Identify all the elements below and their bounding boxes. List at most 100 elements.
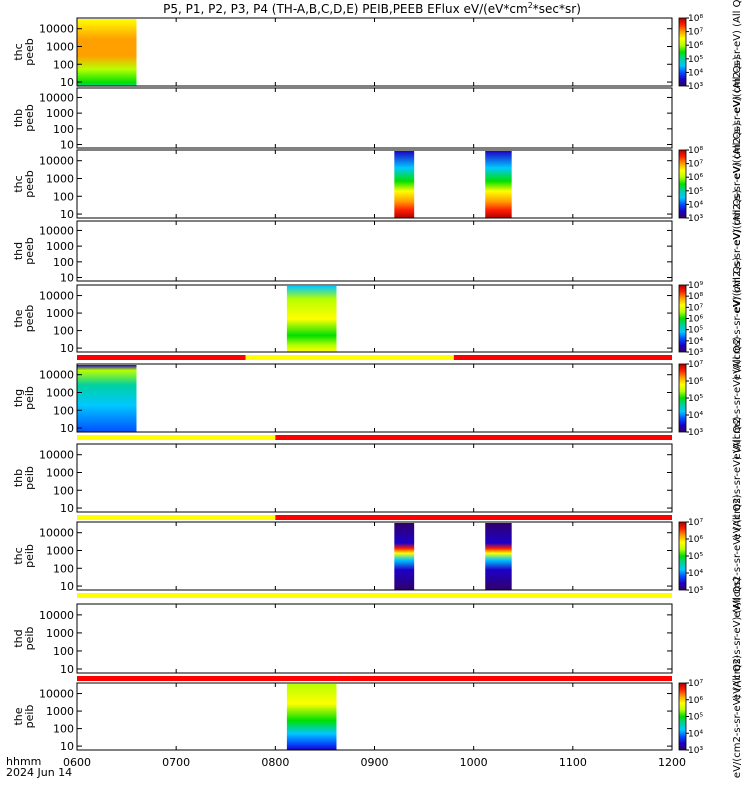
y-axis-label: thdpeib bbox=[12, 627, 36, 651]
y-tick-label: 1000 bbox=[46, 307, 74, 320]
colorbar-tick-label: 10⁴ bbox=[688, 569, 703, 579]
colorbar-tick-label: 10⁵ bbox=[688, 187, 703, 197]
colorbar-tick-label: 10⁵ bbox=[688, 55, 703, 65]
colorbar-tick-label: 10³ bbox=[688, 82, 703, 92]
x-tick-label: 0900 bbox=[361, 756, 389, 769]
plot-title: P5, P1, P2, P3, P4 (TH-A,B,C,D,E) PEIB,P… bbox=[163, 1, 581, 16]
colorbar-tick-label: 10⁶ bbox=[688, 696, 703, 706]
colorbar bbox=[678, 284, 687, 353]
y-tick-label: 10 bbox=[60, 342, 74, 355]
colorbar-tick-label: 10⁶ bbox=[688, 535, 703, 545]
y-axis-label-line: peeb bbox=[23, 38, 36, 66]
y-tick-label: 10000 bbox=[39, 290, 74, 303]
flag-bar-segment bbox=[77, 593, 672, 598]
y-axis-label-line: thg bbox=[12, 389, 25, 407]
y-axis-label: thbpeeb bbox=[12, 104, 36, 132]
colorbar-tick-label: 10⁷ bbox=[688, 679, 703, 689]
x-tick-label: 0600 bbox=[63, 756, 91, 769]
y-tick-label: 10000 bbox=[39, 527, 74, 540]
colorbar-tick-label: 10³ bbox=[688, 348, 703, 358]
title-superscript: 2 bbox=[528, 1, 533, 10]
x-tick-label: 0700 bbox=[162, 756, 190, 769]
y-axis-label: thcpeib bbox=[12, 544, 36, 568]
y-tick-label: 1000 bbox=[46, 40, 74, 53]
colorbar bbox=[678, 521, 687, 591]
y-tick-label: 10 bbox=[60, 740, 74, 753]
colorbar-tick-label: 10⁶ bbox=[688, 41, 703, 51]
y-axis-label: thepeib bbox=[12, 705, 36, 729]
panel-the-peeb: 10100100010000thepeeb10³10⁴10⁵10⁶10⁷10⁸1… bbox=[12, 257, 743, 380]
colorbar-tick-label: 10⁸ bbox=[688, 292, 703, 302]
colorbar-label: eV/(cm2-s-sr-eV) (All Qs) bbox=[732, 257, 743, 380]
y-axis-label-line: thd bbox=[12, 242, 25, 260]
colorbar-tick-label: 10⁸ bbox=[688, 146, 703, 156]
x-tick-label: 1200 bbox=[658, 756, 686, 769]
colorbar-tick-label: 10⁴ bbox=[688, 411, 703, 421]
colorbar-tick-label: 10⁵ bbox=[688, 552, 703, 562]
time-axis-label-top: hhmm bbox=[6, 755, 41, 768]
y-axis-label-line: thc bbox=[12, 547, 25, 564]
y-tick-label: 1000 bbox=[46, 705, 74, 718]
colorbar-tick-label: 10⁴ bbox=[688, 337, 703, 347]
colorbar-label: eV/(cm2-s-sr-eV) (All Qs) bbox=[732, 56, 743, 179]
y-tick-label: 10 bbox=[60, 580, 74, 593]
colorbar-tick-label: 10⁷ bbox=[688, 518, 703, 528]
y-axis-label-line: peeb bbox=[23, 237, 36, 265]
y-axis-label-line: peib bbox=[23, 466, 36, 490]
y-axis-label-line: thb bbox=[12, 109, 25, 127]
colorbar-tick-label: 10⁶ bbox=[688, 315, 703, 325]
y-tick-label: 10 bbox=[60, 502, 74, 515]
panel-frame bbox=[76, 682, 673, 751]
x-tick-label: 1100 bbox=[559, 756, 587, 769]
y-tick-label: 10 bbox=[60, 208, 74, 221]
y-tick-label: 10 bbox=[60, 272, 74, 285]
panel-frame bbox=[76, 363, 673, 433]
y-axis-label-line: peib bbox=[23, 544, 36, 568]
y-axis-label-line: thd bbox=[12, 629, 25, 647]
y-tick-label: 100 bbox=[53, 562, 74, 575]
spectrogram-block bbox=[77, 19, 137, 86]
y-tick-label: 1000 bbox=[46, 240, 74, 253]
panel-frame bbox=[76, 17, 673, 87]
spectrogram-block bbox=[394, 151, 415, 218]
x-tick-label: 1000 bbox=[460, 756, 488, 769]
y-axis-label-line: thb bbox=[12, 469, 25, 487]
y-tick-label: 100 bbox=[53, 645, 74, 658]
panel-frame bbox=[76, 220, 673, 282]
colorbar-tick-label: 10³ bbox=[688, 214, 703, 224]
colorbar-tick-label: 10⁷ bbox=[688, 303, 703, 313]
y-axis-label-line: the bbox=[12, 707, 25, 725]
flag-bar-segment bbox=[77, 355, 246, 360]
y-axis-label: thcpeeb bbox=[12, 38, 36, 66]
flag-bar-segment bbox=[275, 515, 672, 520]
colorbar-label: eV/(cm2-s-sr-eV) (All Qs) bbox=[732, 416, 743, 539]
colorbar-tick-label: 10⁷ bbox=[688, 160, 703, 170]
colorbar-tick-label: 10⁵ bbox=[688, 713, 703, 723]
colorbar-label: eV/(cm2-s-sr-eV) (All Qs) bbox=[732, 189, 743, 312]
panel-frame bbox=[76, 284, 673, 353]
colorbar bbox=[678, 17, 687, 87]
y-tick-label: 10000 bbox=[39, 23, 74, 36]
y-axis-label-line: thc bbox=[12, 43, 25, 60]
spectrogram-block bbox=[485, 523, 512, 590]
y-axis-label: thcpeeb bbox=[12, 170, 36, 198]
time-axis-label-date: 2024 Jun 14 bbox=[6, 766, 72, 779]
y-tick-label: 1000 bbox=[46, 172, 74, 185]
y-tick-label: 100 bbox=[53, 404, 74, 417]
y-tick-label: 100 bbox=[53, 256, 74, 269]
flag-bar-segment bbox=[77, 435, 276, 440]
colorbar-label: eV/(cm2-s-sr-eV) (All Qs) bbox=[732, 655, 743, 778]
y-axis-label: thbpeib bbox=[12, 466, 36, 490]
colorbar-label: eV/(cm2-s-sr-eV) (All Qs) bbox=[732, 494, 743, 617]
y-tick-label: 1000 bbox=[46, 107, 74, 120]
colorbar-tick-label: 10⁵ bbox=[688, 326, 703, 336]
colorbar-tick-label: 10⁸ bbox=[688, 14, 703, 24]
spectrogram-block bbox=[394, 523, 415, 590]
y-tick-label: 1000 bbox=[46, 466, 74, 479]
spectrogram-block bbox=[286, 684, 337, 750]
y-tick-label: 100 bbox=[53, 325, 74, 338]
panel-frame bbox=[76, 87, 673, 149]
